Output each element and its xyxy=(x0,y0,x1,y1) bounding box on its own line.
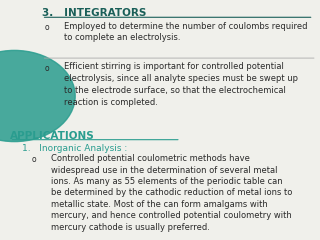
Text: Employed to determine the number of coulombs required
to complete an electrolysi: Employed to determine the number of coul… xyxy=(64,22,308,42)
Text: o: o xyxy=(45,64,49,72)
Text: APPLICATIONS: APPLICATIONS xyxy=(10,131,94,141)
Text: Controlled potential coulometric methods have
widespread use in the determinatio: Controlled potential coulometric methods… xyxy=(51,154,292,232)
Circle shape xyxy=(0,50,75,142)
Text: o: o xyxy=(32,155,36,164)
Text: 3.   INTEGRATORS: 3. INTEGRATORS xyxy=(42,8,146,18)
Text: 1.   Inorganic Analysis :: 1. Inorganic Analysis : xyxy=(22,144,128,153)
Text: Efficient stirring is important for controlled potential
electrolysis, since all: Efficient stirring is important for cont… xyxy=(64,62,298,107)
Text: o: o xyxy=(45,23,49,32)
